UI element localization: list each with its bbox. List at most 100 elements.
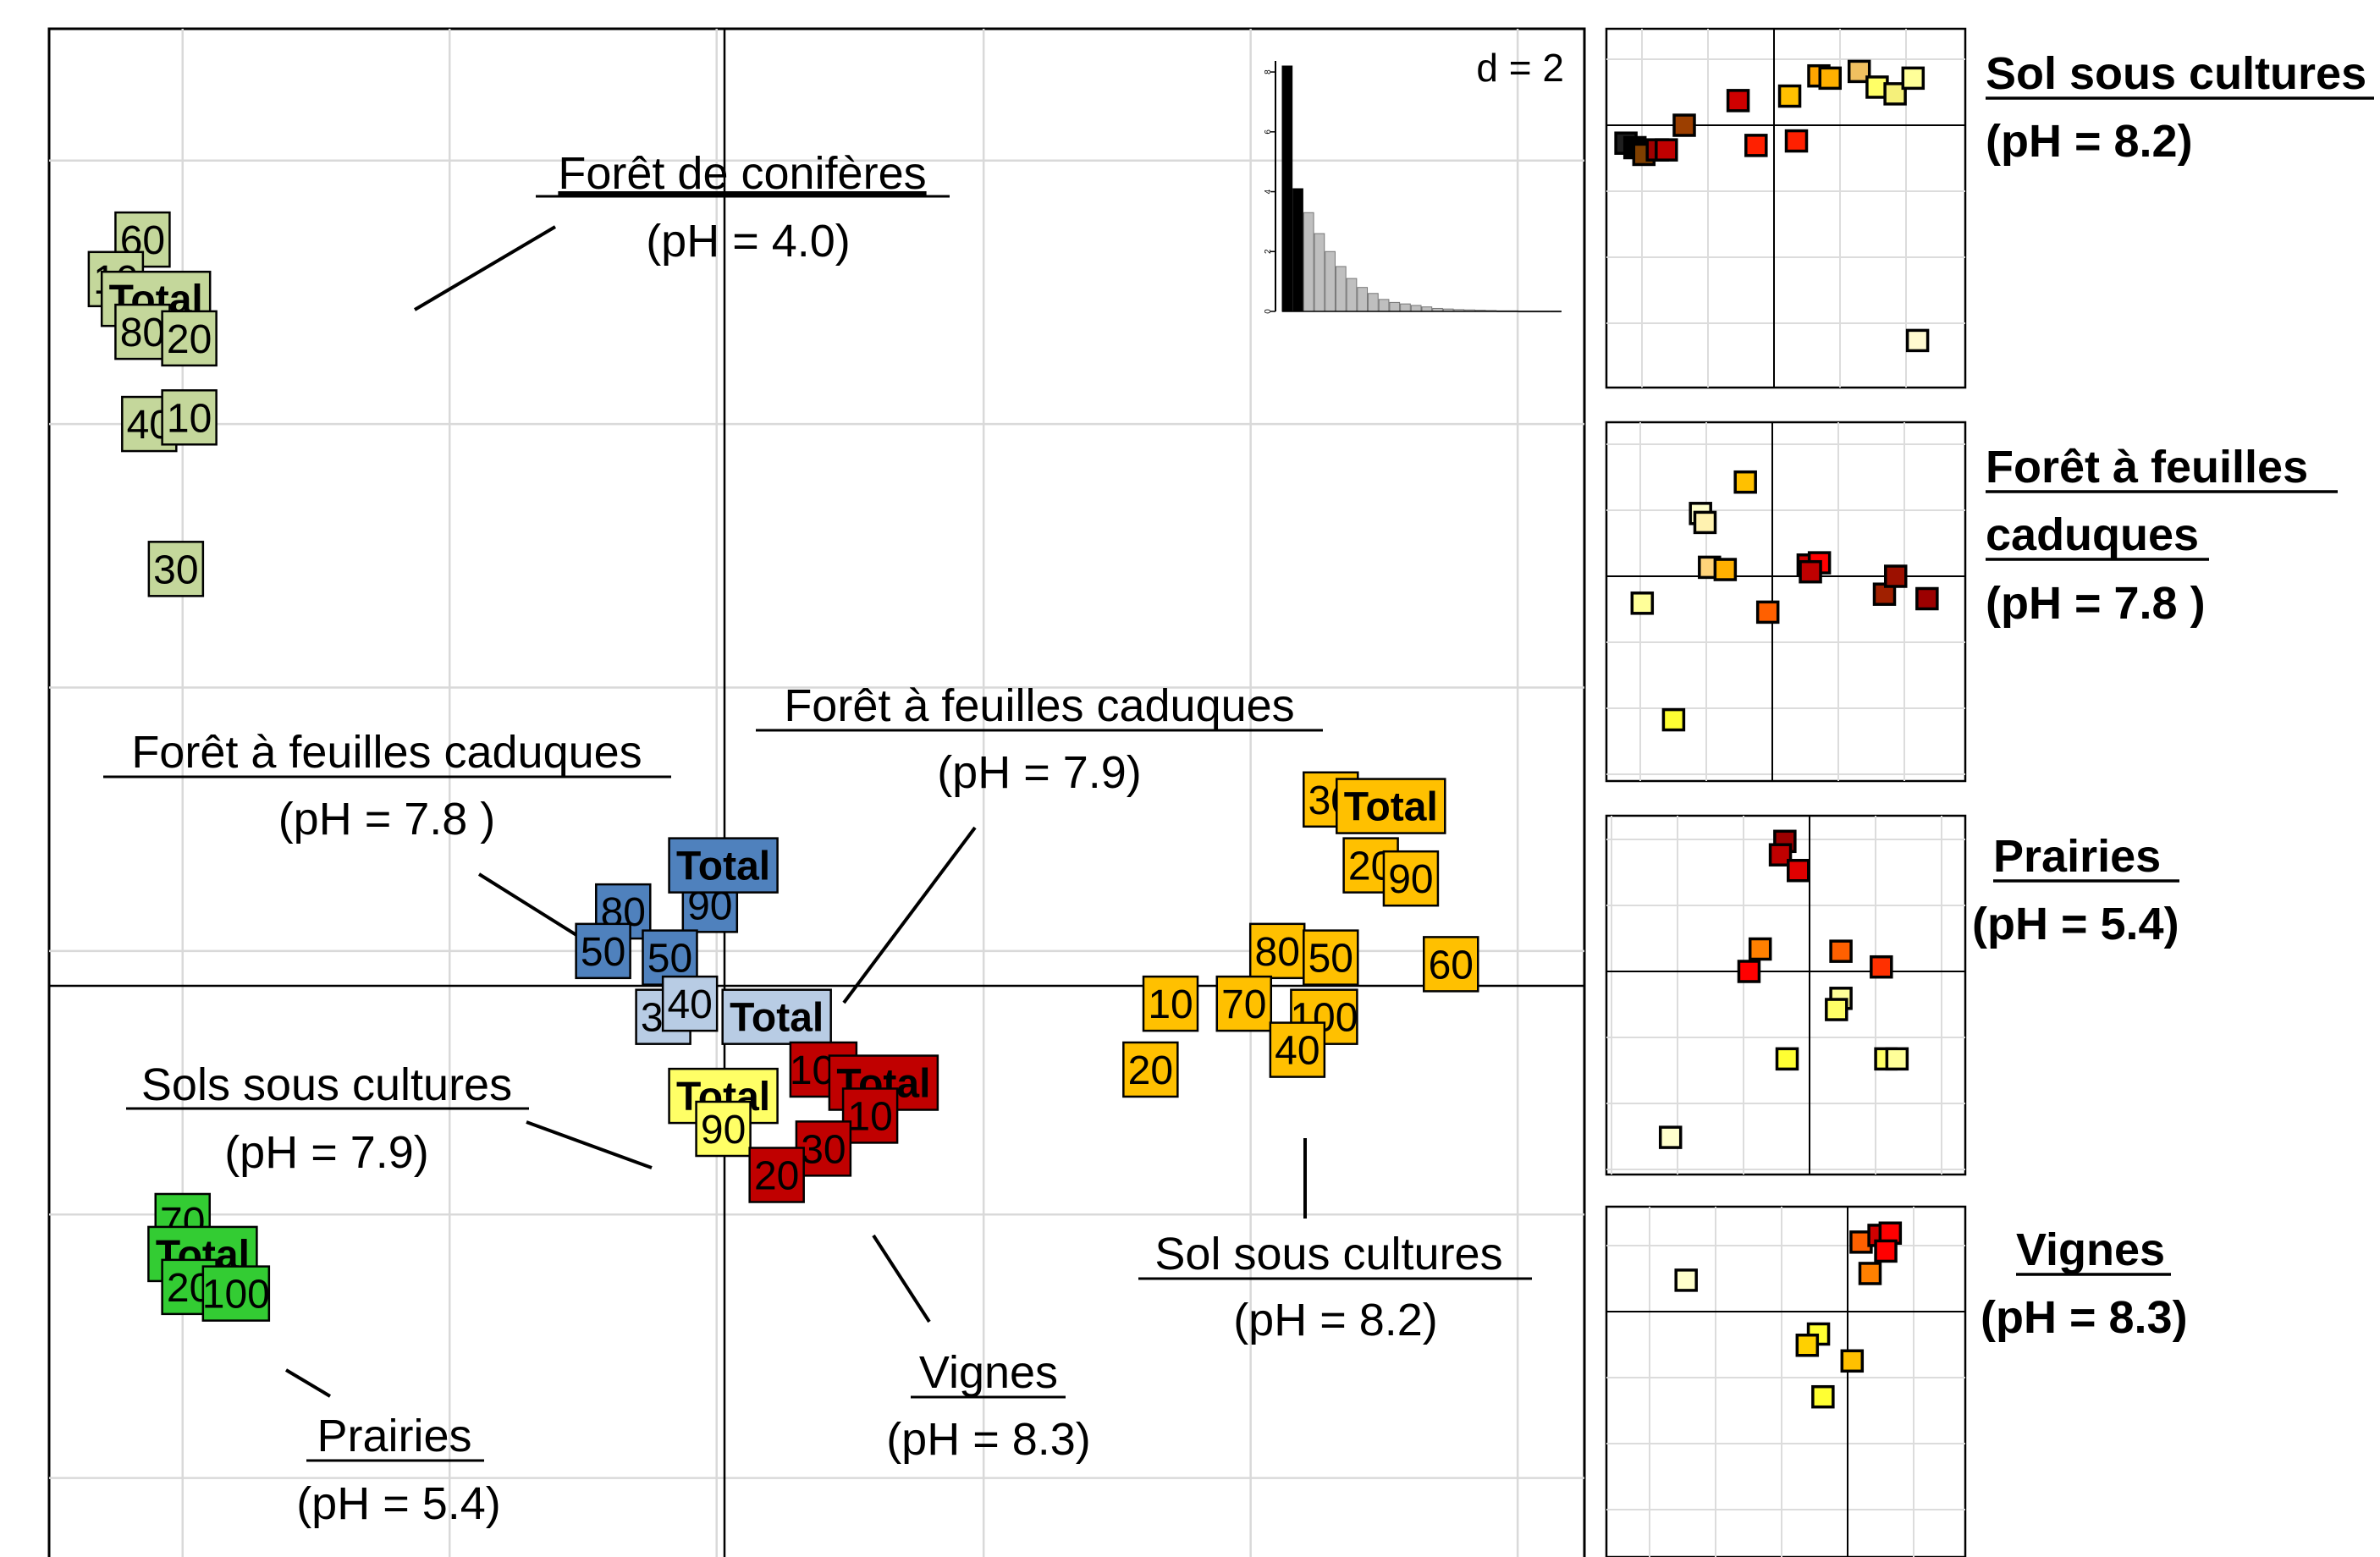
- group-ph-coniferes: (pH = 4.0): [646, 216, 851, 267]
- mini-panel-4: [1605, 1205, 1967, 1557]
- point-group-0: 10: [161, 389, 218, 446]
- point-label: Total: [730, 996, 824, 1041]
- mini-point: [1777, 84, 1802, 108]
- mini-point: [1884, 564, 1908, 588]
- mini-point: [1870, 955, 1893, 979]
- eigen-tick-label: 6: [1264, 129, 1273, 135]
- group-ph-vignes: (pH = 8.3): [886, 1414, 1091, 1465]
- mini-point: [1726, 89, 1750, 113]
- point-label: 30: [801, 1127, 846, 1172]
- eigen-bar: [1292, 188, 1303, 312]
- point-box: [661, 975, 719, 1032]
- mini-title-2: Forêt à feuilles: [1986, 442, 2308, 492]
- mini-subtitle-2: (pH = 7.8 ): [1986, 578, 2206, 629]
- point-box: [114, 303, 171, 360]
- mini-point: [1744, 134, 1768, 157]
- point-group-5: 20: [1122, 1041, 1179, 1098]
- group-label-prairies: Prairies: [317, 1411, 471, 1461]
- point-box: [161, 389, 218, 446]
- eigen-tick-label: 0: [1264, 309, 1273, 314]
- mini-subtitle-4: (pH = 8.3): [1981, 1292, 2188, 1343]
- mini-point: [1840, 1349, 1865, 1373]
- mini-point: [1693, 510, 1717, 535]
- mini-point: [1905, 328, 1930, 353]
- eigen-bar: [1346, 278, 1358, 312]
- mini-title-4: Vignes: [2016, 1224, 2165, 1275]
- group-ph-cultures-82: (pH = 8.2): [1233, 1295, 1438, 1345]
- point-group-5: 60: [1423, 936, 1479, 993]
- eigen-bar: [1314, 233, 1325, 312]
- group-ph-caduques-78: (pH = 7.8 ): [278, 794, 496, 845]
- group-label-cultures-82: Sol sous cultures: [1154, 1229, 1502, 1279]
- mini-panel-1: [1605, 27, 1967, 389]
- eigen-bar: [1368, 293, 1379, 312]
- leader-lines: [284, 225, 1307, 1398]
- point-label: 70: [1221, 982, 1266, 1027]
- mini-panel-3: [1605, 814, 1967, 1176]
- point-label: Total: [676, 845, 770, 889]
- mini-panel-frame: [1605, 814, 1967, 1176]
- point-label: 80: [120, 311, 165, 355]
- point-label: 50: [647, 937, 692, 982]
- point-group-6: 100: [201, 1265, 271, 1322]
- eigen-bar: [1389, 301, 1401, 312]
- eigen-bar: [1400, 303, 1411, 312]
- group-label-caduques-78: Forêt à feuilles caduques: [131, 727, 642, 778]
- mini-point: [1915, 586, 1939, 611]
- point-group-3: Total: [668, 1067, 779, 1125]
- point-group-0: 30: [147, 541, 205, 597]
- eigen-bar: [1335, 266, 1347, 312]
- mini-panel-frame: [1605, 421, 1967, 783]
- point-box: [1122, 1041, 1179, 1098]
- point-box: [201, 1265, 271, 1322]
- mini-point: [1818, 66, 1842, 91]
- mini-point: [1713, 558, 1738, 581]
- point-box: [841, 1087, 899, 1144]
- point-group-1: 50: [575, 922, 631, 980]
- mini-subtitle-3: (pH = 5.4): [1972, 899, 2179, 949]
- point-box: [748, 1147, 805, 1203]
- mini-point: [1748, 937, 1772, 961]
- mini-point: [1885, 1047, 1909, 1071]
- point-label: 60: [1429, 943, 1474, 988]
- point-label: 20: [754, 1154, 799, 1199]
- point-group-5: Total: [1336, 778, 1446, 834]
- group-label-vignes: Vignes: [919, 1347, 1058, 1398]
- mini-point: [1799, 559, 1822, 584]
- point-group-1: Total: [668, 837, 779, 894]
- point-box: [1423, 936, 1479, 993]
- group-labels: Forêt de conifères (pH = 4.0) Forêt à fe…: [103, 148, 1532, 1529]
- point-group-5: 90: [1382, 850, 1440, 907]
- point-box: [1382, 850, 1440, 907]
- eigen-bar: [1281, 65, 1293, 312]
- leader-line-coniferes: [413, 225, 557, 311]
- point-box: [1269, 1021, 1326, 1078]
- eigen-tick-label: 4: [1264, 189, 1273, 194]
- mini-point: [1733, 470, 1757, 494]
- mini-point: [1737, 960, 1761, 983]
- point-group-5: 80: [1248, 922, 1306, 980]
- point-box: [575, 922, 631, 980]
- point-box: [789, 1041, 858, 1098]
- mini-point: [1787, 859, 1810, 883]
- point-label: 90: [1388, 857, 1433, 902]
- point-group-4: 20: [748, 1147, 805, 1203]
- mini-point: [1630, 591, 1655, 615]
- mini-point: [1858, 1262, 1882, 1285]
- mini-panel-frame: [1605, 1205, 1967, 1557]
- point-box: [1303, 929, 1359, 986]
- mini-title-1: Sol sous cultures: [1986, 48, 2366, 99]
- point-label: Total: [1344, 785, 1438, 830]
- point-label: 40: [667, 982, 712, 1027]
- point-group-5: 50: [1303, 929, 1359, 986]
- point-label: 10: [167, 396, 212, 441]
- mini-point: [1795, 1334, 1820, 1357]
- point-group-2: Total: [721, 988, 832, 1045]
- point-group-5: 40: [1269, 1021, 1326, 1078]
- mini-point: [1874, 1239, 1898, 1263]
- point-box: [1142, 975, 1199, 1032]
- mini-point: [1811, 1384, 1835, 1409]
- mini-point: [1775, 1047, 1799, 1071]
